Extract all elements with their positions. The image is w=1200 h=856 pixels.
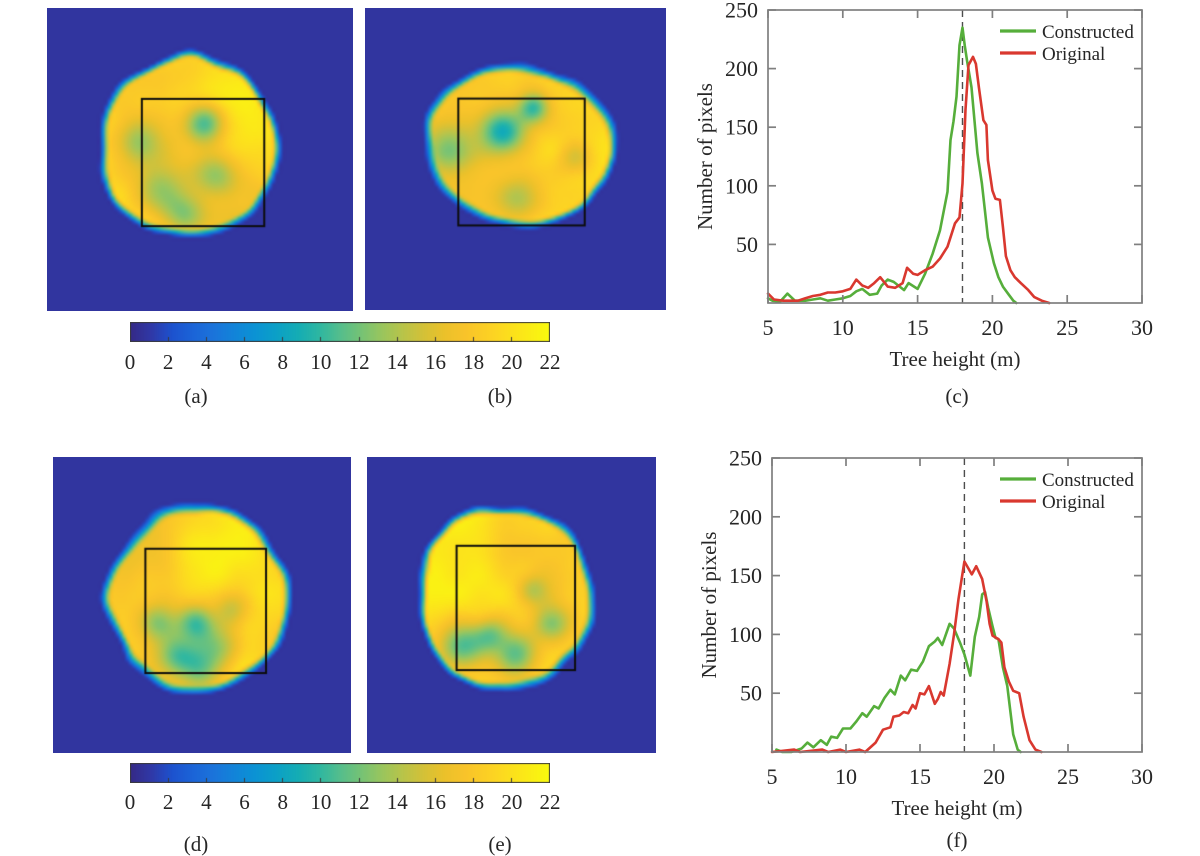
colorbar-tick-label: 6 [239,350,250,374]
y-axis-label: Number of pixels [693,83,717,230]
colorbar-tick-label: 2 [162,350,174,374]
colorbar-tick-label: 20 [501,790,523,814]
legend-label-constructed: Constructed [1042,22,1134,43]
colorbar-tick-label: 4 [201,790,212,814]
colorbar-tick-label: 14 [386,350,408,374]
axes-box [771,457,1143,753]
colorbar-tick-label: 10 [310,790,332,814]
y-tick-label: 150 [729,563,762,588]
x-tick-label: 10 [832,315,854,340]
heatmap-e [367,457,656,753]
colorbar-tick-label: 2 [162,790,174,814]
colorbar-tick-label: 16 [424,350,446,374]
panel-label-c: (c) [945,384,969,408]
panel-label-a: (a) [184,384,208,408]
series-line-constructed [766,26,1018,305]
histogram-chart-f: 5 10 15 20 25 30 50 100 150 200 250 Tree height (m)… [697,446,1153,821]
y-tick-label: 50 [740,681,762,706]
legend-label-original: Original [1042,44,1105,65]
colorbar-tick-label: 20 [501,350,523,374]
legend-label-constructed: Constructed [1042,470,1134,491]
x-tick-label: 30 [1131,764,1153,789]
y-tick-label: 200 [729,504,762,529]
y-tick-label: 200 [725,56,758,81]
x-tick-label: 5 [763,315,774,340]
colorbar-tick-label: 18 [463,790,485,814]
colorbar-tick-label: 12 [348,790,370,814]
legend-label-original: Original [1042,492,1105,513]
y-tick-label: 250 [725,0,758,23]
axes-box [767,9,1143,304]
colorbar-top [130,322,550,342]
x-tick-label: 10 [835,764,857,789]
heatmap-a [47,8,353,311]
panel-label-f: (f) [946,828,968,852]
colorbar-tick-label: 18 [463,350,485,374]
colorbar-tick-label: 6 [239,790,250,814]
series-line-original [770,560,1043,754]
colorbar-tick-label: 22 [539,350,561,374]
x-tick-label: 25 [1057,764,1079,789]
x-tick-label: 5 [767,764,778,789]
x-tick-label: 15 [907,315,929,340]
x-tick-label: 15 [909,764,931,789]
x-tick-label: 20 [981,315,1003,340]
colorbar-tick-label: 0 [124,790,136,814]
colorbar-tick-label: 8 [277,350,288,374]
y-tick-label: 50 [736,232,758,257]
panel-label-b: (b) [487,384,513,408]
colorbar-tick-label: 12 [348,350,370,374]
panel-label-e: (e) [488,832,512,856]
x-axis-label: Tree height (m) [891,796,1022,820]
y-tick-label: 100 [729,622,762,647]
colorbar-tick-label: 0 [124,350,136,374]
y-tick-label: 100 [725,173,758,198]
histogram-chart-c: 5 10 15 20 25 30 50 100 150 200 250 Tree height (m)… [693,0,1153,371]
colorbar-tick-label: 10 [310,350,332,374]
x-tick-label: 20 [983,764,1005,789]
colorbar-bottom [130,763,550,783]
x-tick-label: 30 [1131,315,1153,340]
y-tick-label: 250 [729,446,762,471]
colorbar-tick-label: 22 [539,790,561,814]
heatmap-d [53,457,351,753]
colorbar-tick-label: 8 [277,790,288,814]
heatmap-b [365,8,666,310]
colorbar-tick-label: 4 [201,350,212,374]
series-line-constructed [775,590,1022,754]
colorbar-tick-label: 16 [424,790,446,814]
x-tick-label: 25 [1056,315,1078,340]
panel-label-d: (d) [183,832,209,856]
y-tick-label: 150 [725,115,758,140]
x-axis-label: Tree height (m) [889,347,1020,371]
series-line-original [766,55,1051,305]
colorbar-tick-label: 14 [386,790,408,814]
y-axis-label: Number of pixels [697,532,721,679]
